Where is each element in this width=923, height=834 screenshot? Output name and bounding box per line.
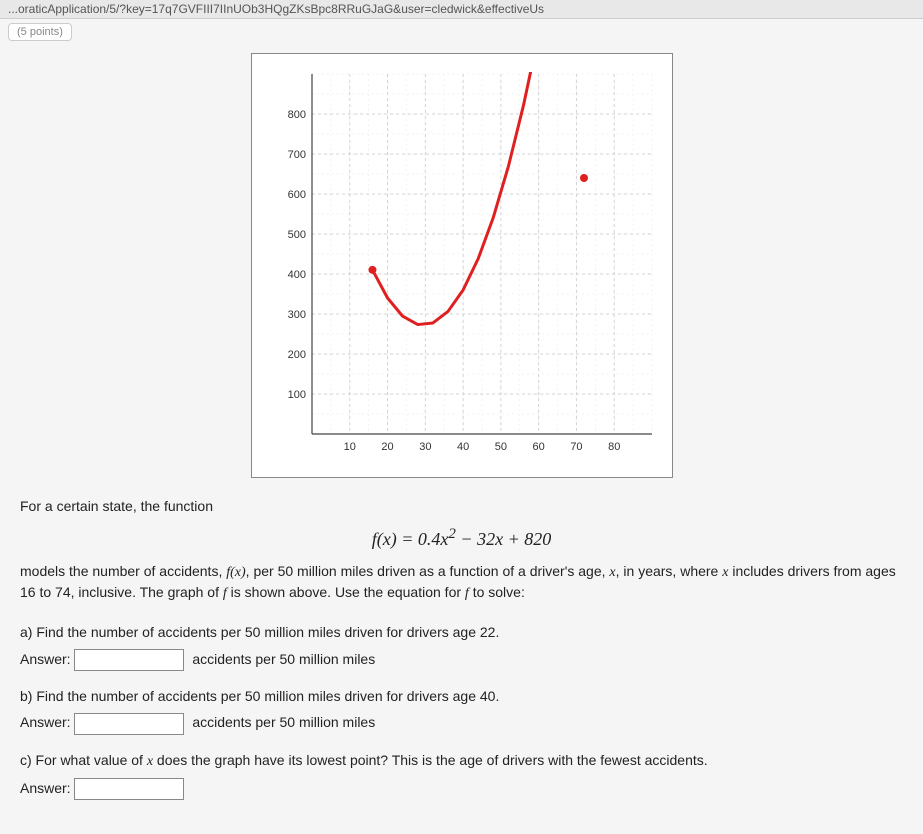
- part-b-answer-label: Answer:: [20, 711, 71, 733]
- chart-container: 10 20 30 40 50 60 70 80 100 200 300 400 500 600 700 800: [20, 53, 903, 478]
- part-a-unit: accidents per 50 million miles: [192, 651, 375, 667]
- part-a: a) Find the number of accidents per 50 m…: [20, 621, 903, 671]
- svg-text:40: 40: [456, 441, 468, 453]
- svg-text:30: 30: [419, 441, 431, 453]
- intro-text: For a certain state, the function: [20, 498, 903, 514]
- points-badge: (5 points): [8, 23, 72, 41]
- svg-text:500: 500: [287, 229, 305, 241]
- svg-text:600: 600: [287, 189, 305, 201]
- svg-text:20: 20: [381, 441, 393, 453]
- svg-text:80: 80: [608, 441, 620, 453]
- svg-text:70: 70: [570, 441, 582, 453]
- part-a-prompt: a) Find the number of accidents per 50 m…: [20, 621, 903, 643]
- chart-box: 10 20 30 40 50 60 70 80 100 200 300 400 500 600 700 800: [251, 53, 673, 478]
- part-b-unit: accidents per 50 million miles: [192, 714, 375, 730]
- svg-text:100: 100: [287, 389, 305, 401]
- formula: f(x) = 0.4x2 − 32x + 820: [20, 526, 903, 550]
- svg-text:300: 300: [287, 309, 305, 321]
- part-c-input[interactable]: [74, 778, 184, 800]
- svg-text:800: 800: [287, 109, 305, 121]
- svg-text:50: 50: [494, 441, 506, 453]
- svg-text:400: 400: [287, 269, 305, 281]
- svg-text:60: 60: [532, 441, 544, 453]
- accidents-chart: 10 20 30 40 50 60 70 80 100 200 300 400 500 600 700 800: [252, 54, 672, 474]
- part-a-answer-label: Answer:: [20, 648, 71, 670]
- svg-text:200: 200: [287, 349, 305, 361]
- part-c-prompt: c) For what value of x does the graph ha…: [20, 749, 903, 773]
- part-b-input[interactable]: [74, 713, 184, 735]
- part-b-prompt: b) Find the number of accidents per 50 m…: [20, 685, 903, 707]
- question-content: 10 20 30 40 50 60 70 80 100 200 300 400 500 600 700 800…: [0, 45, 923, 834]
- svg-text:10: 10: [343, 441, 355, 453]
- part-c-answer-label: Answer:: [20, 777, 71, 799]
- part-b: b) Find the number of accidents per 50 m…: [20, 685, 903, 735]
- part-a-input[interactable]: [74, 649, 184, 671]
- model-description: models the number of accidents, f(x), pe…: [20, 562, 903, 603]
- svg-text:700: 700: [287, 149, 305, 161]
- url-bar: ...oraticApplication/5/?key=17q7GVFIII7I…: [0, 0, 923, 19]
- part-c: c) For what value of x does the graph ha…: [20, 749, 903, 801]
